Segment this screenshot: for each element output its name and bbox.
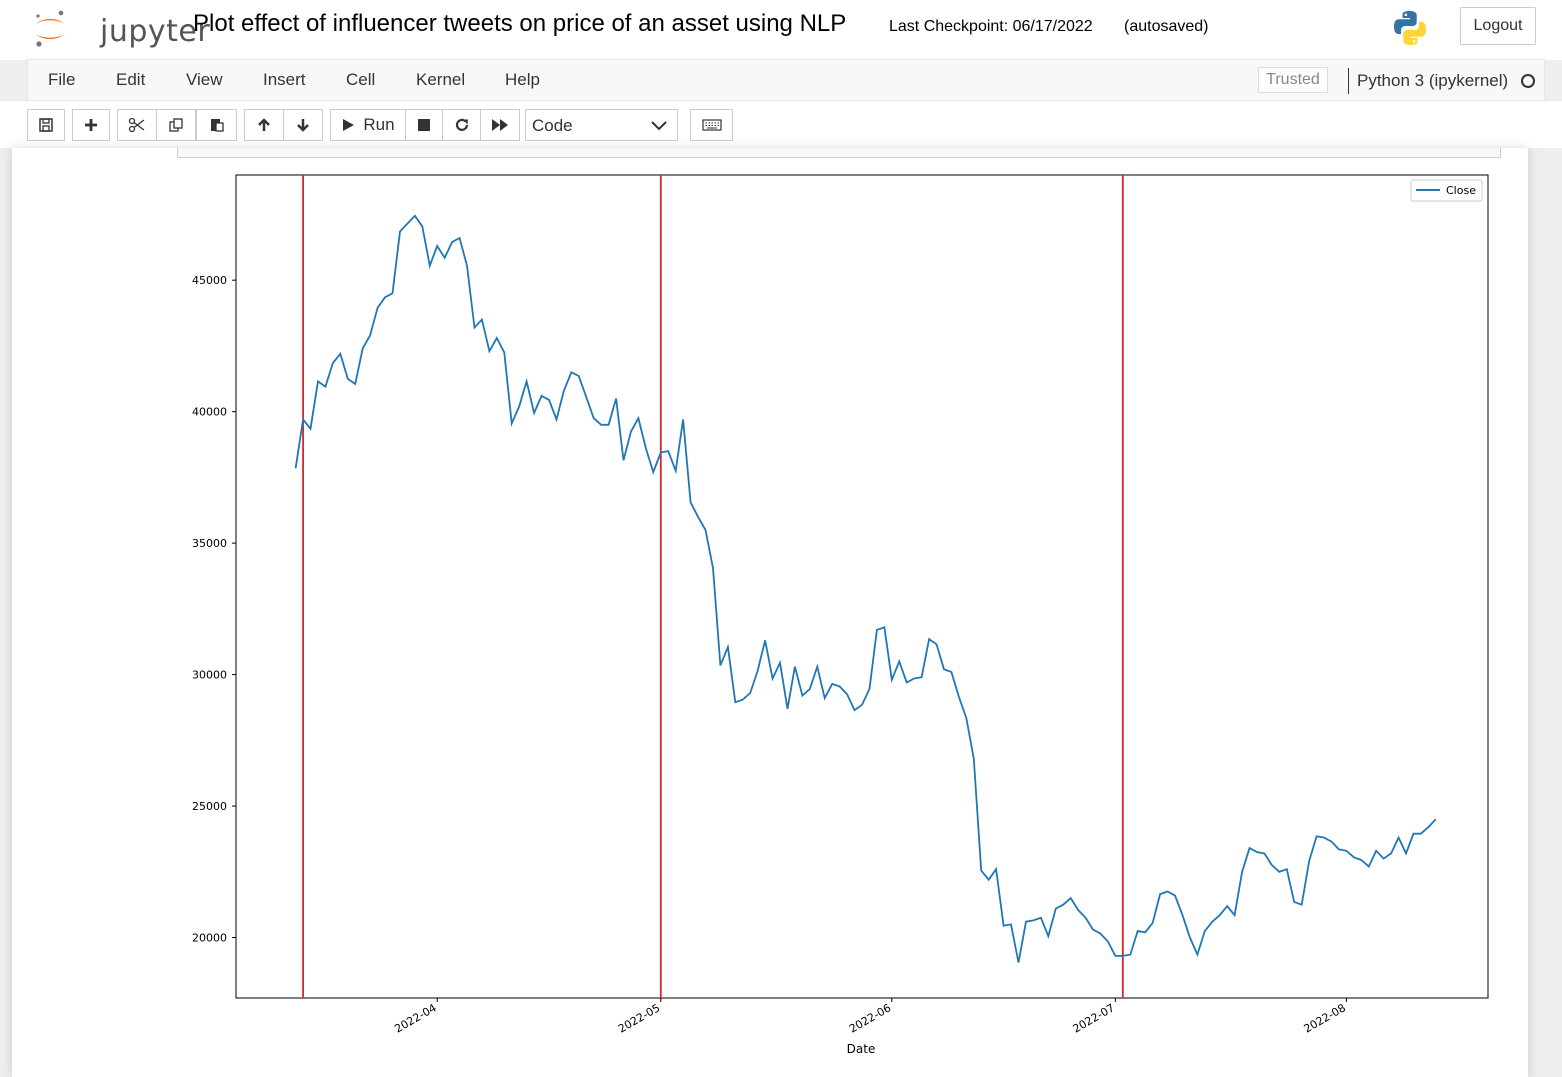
x-tick-label: 2022-08 [1302, 1001, 1348, 1035]
paste-icon [210, 119, 224, 132]
stop-icon [418, 119, 430, 131]
y-axis: 20000 25000 30000 35000 40000 45000 [192, 274, 236, 945]
x-tick-label: 2022-06 [847, 1001, 893, 1035]
paste-button[interactable] [196, 109, 237, 141]
event-lines [302, 175, 1124, 998]
menu-help[interactable]: Help [505, 70, 540, 89]
previous-cell-edge [177, 148, 1501, 158]
python-logo-icon [1390, 8, 1430, 48]
jupyter-logo[interactable]: jupyter [30, 8, 210, 49]
restart-icon [455, 118, 468, 131]
jupyter-logo-icon [36, 10, 64, 47]
notebook-title[interactable]: Plot effect of influencer tweets on pric… [193, 10, 847, 37]
legend: Close [1410, 179, 1483, 202]
move-down-button[interactable] [283, 109, 323, 141]
y-tick-label: 20000 [192, 932, 227, 945]
command-palette-button[interactable] [690, 109, 733, 141]
cell-type-value: Code [532, 116, 573, 135]
cell-type-select[interactable]: Code [525, 109, 678, 141]
copy-button[interactable] [156, 109, 196, 141]
arrow-up-icon [258, 118, 270, 131]
toolbar: Run Code [0, 101, 1562, 148]
menu-file[interactable]: File [48, 70, 76, 89]
y-tick-label: 35000 [192, 537, 227, 550]
run-button[interactable]: Run [330, 109, 406, 141]
restart-button[interactable] [442, 109, 481, 141]
checkpoint-status: Last Checkpoint: 06/17/2022 [889, 18, 1093, 35]
logout-button[interactable]: Logout [1460, 7, 1536, 45]
y-tick-label: 40000 [192, 406, 227, 419]
x-tick-label: 2022-04 [392, 1001, 438, 1035]
restart-run-all-button[interactable] [480, 109, 520, 141]
legend-box [1410, 179, 1483, 202]
kernel-divider [1348, 68, 1349, 94]
chevron-down-icon [651, 121, 667, 131]
insert-cell-button[interactable] [72, 109, 110, 141]
run-label: Run [363, 115, 395, 134]
menu-view[interactable]: View [186, 70, 223, 89]
notebook-header: jupyter Plot effect of influencer tweets… [0, 0, 1562, 60]
save-button[interactable] [27, 109, 65, 141]
menu-kernel[interactable]: Kernel [416, 70, 466, 89]
arrow-down-icon [297, 119, 309, 132]
kernel-idle-icon [1521, 74, 1535, 88]
menu-edit[interactable]: Edit [116, 70, 146, 89]
menu-cell[interactable]: Cell [346, 70, 376, 89]
x-axis: 2022-04 2022-05 2022-06 2022-07 2022-08 [392, 998, 1348, 1036]
legend-label-close: Close [1446, 184, 1476, 197]
scissors-icon [128, 117, 145, 133]
x-tick-label: 2022-07 [1071, 1001, 1117, 1035]
kernel-name[interactable]: Python 3 (ipykernel) [1357, 71, 1509, 90]
move-up-button[interactable] [244, 109, 284, 141]
fast-forward-icon [492, 119, 508, 131]
trusted-indicator[interactable]: Trusted [1258, 67, 1328, 93]
menu-insert[interactable]: Insert [263, 70, 306, 89]
y-tick-label: 45000 [192, 274, 227, 287]
play-icon [343, 119, 355, 131]
y-tick-label: 25000 [192, 800, 227, 813]
series-line-close [294, 214, 1437, 963]
y-tick-label: 30000 [192, 669, 227, 682]
save-icon [39, 118, 53, 132]
menubar: File Edit View Insert Cell Kernel Help T… [27, 59, 1545, 101]
plot-area [235, 174, 1489, 999]
x-tick-label: 2022-05 [616, 1001, 662, 1035]
keyboard-icon [701, 119, 722, 131]
plus-icon [85, 119, 97, 131]
jupyter-logo-text: jupyter [100, 14, 211, 49]
x-axis-label: Date [847, 1042, 876, 1056]
cut-button[interactable] [117, 109, 157, 141]
copy-icon [169, 118, 183, 132]
autosave-status: (autosaved) [1124, 18, 1209, 35]
